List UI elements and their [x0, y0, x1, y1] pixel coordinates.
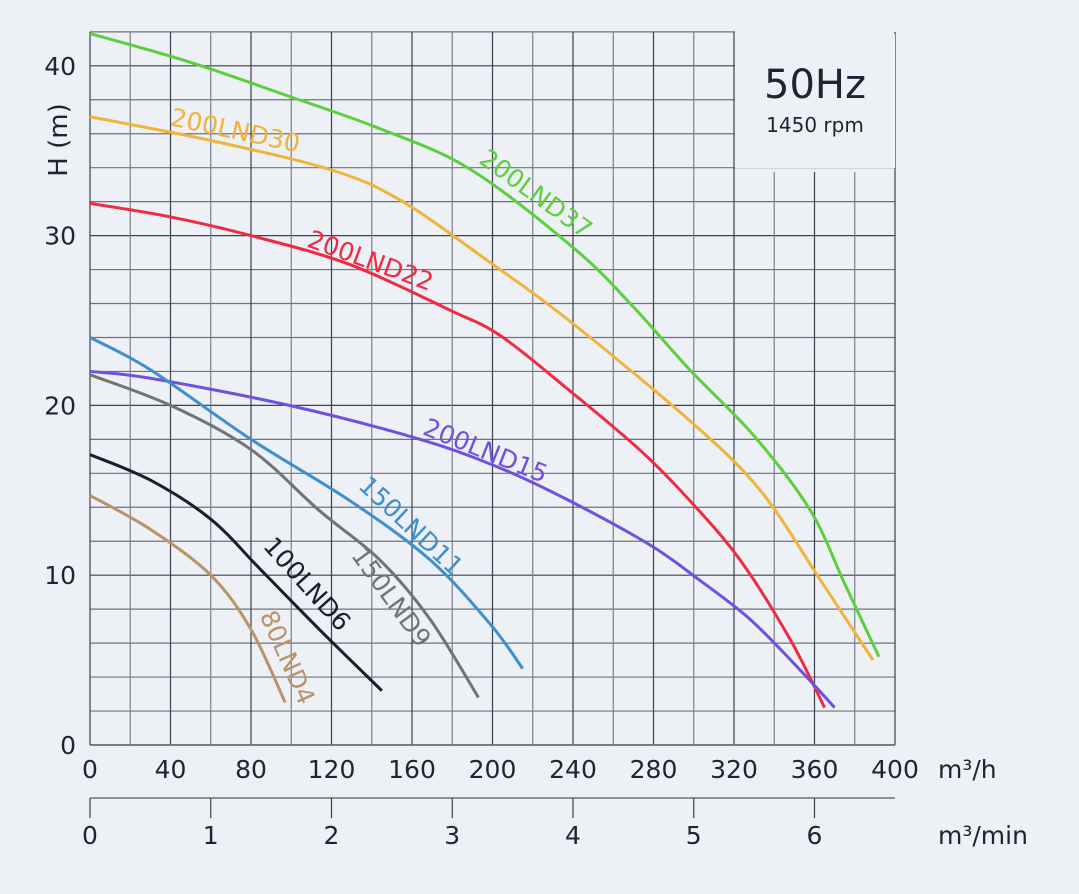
- grid: [89, 31, 896, 746]
- secondary-tick-label: 4: [565, 821, 581, 850]
- curves: [89, 32, 881, 709]
- y-tick-label: 20: [44, 391, 76, 420]
- y-tick-label: 0: [60, 731, 76, 760]
- y-tick-label: 40: [44, 52, 76, 81]
- y-axis-label: H (m): [44, 103, 74, 176]
- x-tick-label: 80: [235, 755, 267, 784]
- secondary-tick-label: 1: [203, 821, 219, 850]
- x-tick-label: 360: [791, 755, 839, 784]
- secondary-tick-label: 3: [444, 821, 460, 850]
- x-axis-secondary-unit: m³/min: [938, 821, 1028, 850]
- curve-200lnd37: [89, 32, 881, 658]
- curve-200lnd15: [89, 369, 836, 709]
- curve-label-200lnd15: 200LND15: [419, 413, 552, 489]
- curve-200lnd30: [89, 115, 875, 661]
- y-tick-label: 10: [44, 561, 76, 590]
- curve-label-150lnd9: 150LND9: [346, 542, 437, 652]
- curve-150lnd11: [89, 336, 524, 670]
- x-tick-label: 40: [155, 755, 187, 784]
- x-tick-label: 400: [871, 755, 919, 784]
- x-tick-label: 120: [308, 755, 356, 784]
- secondary-tick-label: 2: [324, 821, 340, 850]
- y-tick-label: 30: [44, 222, 76, 251]
- curve-label-200lnd30: 200LND30: [168, 103, 303, 159]
- info-box: [735, 34, 895, 168]
- info-frequency: 50Hz: [764, 62, 866, 108]
- secondary-tick-label: 5: [686, 821, 702, 850]
- secondary-tick-label: 6: [807, 821, 823, 850]
- curve-100lnd6: [89, 453, 383, 692]
- info-speed: 1450 rpm: [766, 113, 864, 137]
- curve-150lnd9: [89, 373, 480, 699]
- x-tick-label: 0: [82, 755, 98, 784]
- curve-200lnd22: [89, 201, 826, 709]
- x-tick-label: 240: [549, 755, 597, 784]
- x-tick-label: 280: [630, 755, 678, 784]
- x-tick-label: 160: [388, 755, 436, 784]
- x-tick-label: 320: [710, 755, 758, 784]
- x-tick-label: 200: [469, 755, 517, 784]
- x-axis-unit: m³/h: [938, 755, 997, 784]
- curve-80lnd4: [89, 494, 287, 704]
- secondary-tick-label: 0: [82, 821, 98, 850]
